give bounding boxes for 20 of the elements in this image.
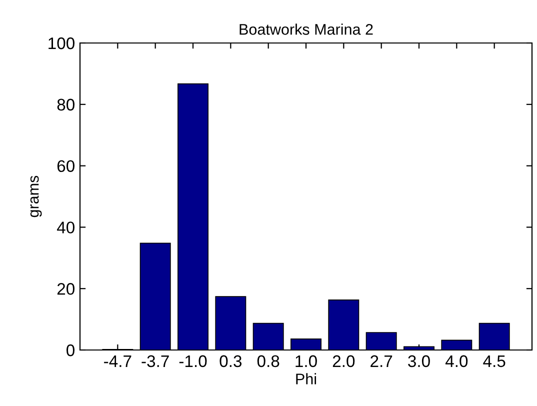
y-tick-label: 80 — [57, 98, 74, 111]
y-tick-label: 40 — [56, 222, 74, 234]
x-tick-label: 4.5 — [483, 355, 506, 368]
x-axis-title: Phi — [296, 373, 316, 384]
y-tick-label: 20 — [57, 283, 74, 295]
x-tick-label: -3.7 — [142, 355, 169, 368]
x-tick-label: 2.0 — [332, 355, 355, 368]
chart-title: Boatworks Marina 2 — [240, 24, 373, 35]
x-tick-label: 4.0 — [445, 355, 468, 368]
x-tick-label: 2.7 — [370, 355, 392, 367]
x-tick-label: 1.0 — [296, 355, 317, 368]
x-tick-label: 0.3 — [220, 355, 242, 368]
x-tick-label: 0.8 — [257, 355, 280, 368]
y-tick-label: 100 — [48, 37, 74, 50]
y-tick-label: 0 — [66, 344, 74, 356]
y-axis-title: grams — [30, 176, 42, 218]
y-tick-label: 60 — [57, 160, 74, 172]
x-tick-label: 3.0 — [408, 355, 430, 368]
x-tick-label: -4.7 — [104, 355, 132, 367]
x-tick-label: -1.0 — [179, 355, 207, 368]
